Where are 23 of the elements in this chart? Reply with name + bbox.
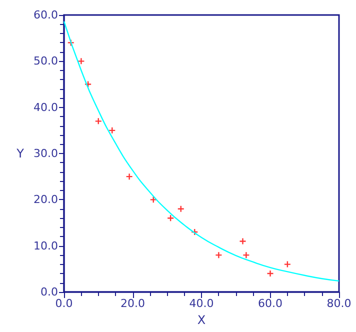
- point: [95, 118, 102, 124]
- x-tick-label: 60.0: [258, 297, 282, 310]
- y-tick-label: 50.0: [34, 54, 58, 68]
- x-tick-label: 20.0: [120, 297, 145, 310]
- x-tick-label: 0.0: [55, 297, 73, 310]
- point: [284, 261, 290, 268]
- line-series: [63, 20, 340, 282]
- point: [240, 238, 246, 244]
- point: [243, 252, 250, 258]
- y-axis-title: Y: [16, 146, 25, 160]
- y-tick-label: 10.0: [34, 239, 58, 252]
- x-axis-title: X: [197, 312, 206, 327]
- x-tick-label: 40.0: [189, 297, 214, 310]
- point: [216, 252, 222, 258]
- y-tick-label: 60.0: [34, 8, 58, 22]
- y-tick-label: 20.0: [34, 193, 58, 206]
- y-tick-label: 30.0: [34, 147, 58, 160]
- point: [267, 270, 274, 277]
- x-tick-label: 80.0: [326, 297, 352, 310]
- y-tick-label: 0.0: [40, 286, 58, 298]
- y-tick-label: 40.0: [34, 100, 58, 114]
- point: [78, 58, 84, 64]
- point: [126, 174, 132, 180]
